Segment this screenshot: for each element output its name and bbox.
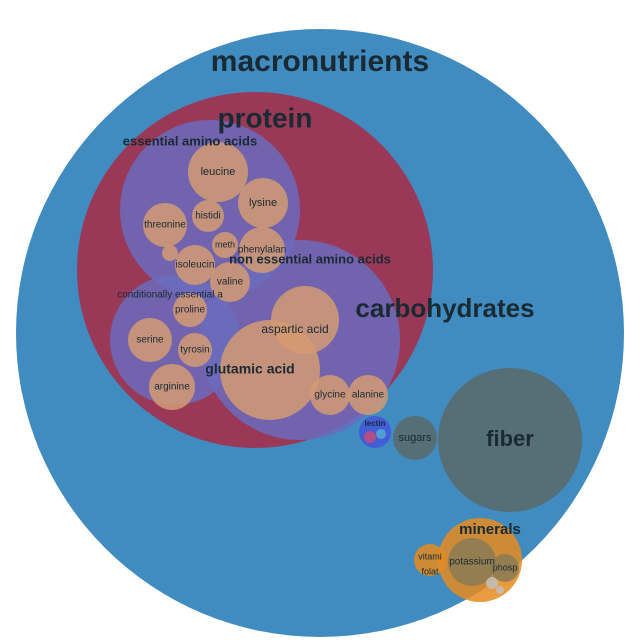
label-pot: potassium <box>449 557 495 568</box>
node-min2 <box>496 586 504 594</box>
label-leu: leucine <box>201 166 236 178</box>
label-vita: vitami <box>418 551 442 561</box>
label-lectin: lectin <box>365 419 386 428</box>
label-met: meth <box>215 239 235 249</box>
label-arg: arginine <box>154 382 190 393</box>
label-fiber: fiber <box>486 426 534 451</box>
node-lec2 <box>376 429 386 439</box>
label-ser: serine <box>136 335 164 346</box>
label-tyr: tyrosin <box>180 345 209 356</box>
label-ile: isoleucin <box>176 260 215 271</box>
label-fol: folat <box>421 566 439 576</box>
label-carbs: carbohydrates <box>355 293 534 323</box>
node-trp <box>162 245 178 261</box>
label-his: histidi <box>195 211 221 222</box>
label-asp: aspartic acid <box>261 322 328 336</box>
label-phe: phenylalan <box>238 245 286 256</box>
label-lys: lysine <box>249 197 277 209</box>
label-eaa: essential amino acids <box>123 133 257 148</box>
label-macro: macronutrients <box>211 45 429 78</box>
label-ala: alanine <box>352 390 385 401</box>
label-glu: glutamic acid <box>205 361 294 377</box>
label-sugars: sugars <box>398 432 432 444</box>
label-protein: protein <box>218 102 313 133</box>
label-val: valine <box>217 277 244 288</box>
node-lec1 <box>364 431 376 443</box>
label-pro: proline <box>175 305 205 316</box>
node-min1 <box>486 577 498 589</box>
label-thr: threonine <box>144 220 186 231</box>
label-minerals: minerals <box>459 521 521 538</box>
nutrient-circle-pack: macronutrients protein carbohydrates essent… <box>0 0 640 640</box>
label-cea: conditionally essential a <box>117 290 223 301</box>
label-phos: phosp <box>493 562 518 572</box>
label-gly: glycine <box>314 390 346 401</box>
